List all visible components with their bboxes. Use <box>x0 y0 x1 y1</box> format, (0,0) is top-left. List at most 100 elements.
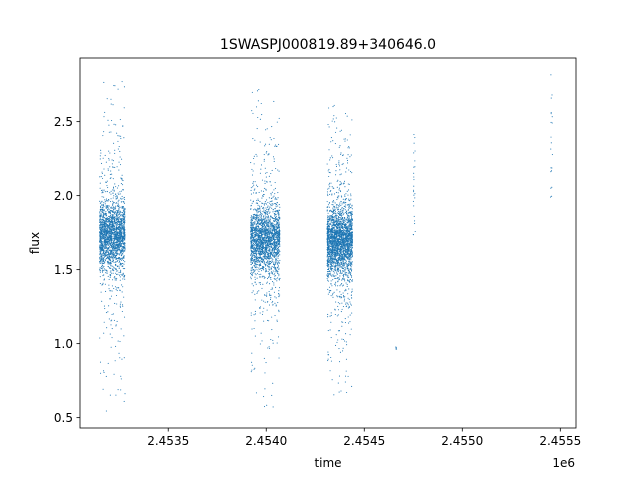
data-point <box>99 269 101 271</box>
data-point <box>254 266 256 268</box>
data-point <box>123 196 125 198</box>
data-point <box>114 249 116 251</box>
data-point <box>269 274 271 276</box>
data-point <box>120 257 122 259</box>
data-point <box>259 246 261 248</box>
data-point <box>250 241 252 243</box>
data-point <box>116 248 118 250</box>
data-point <box>110 131 112 133</box>
data-point <box>117 214 119 216</box>
data-point <box>117 192 119 194</box>
data-point <box>250 252 253 254</box>
data-point <box>100 216 102 218</box>
data-point <box>120 249 123 251</box>
data-point <box>107 168 109 170</box>
data-point <box>274 244 276 246</box>
data-point <box>256 246 258 248</box>
data-point <box>109 152 111 154</box>
data-point <box>274 233 277 235</box>
data-point <box>262 283 264 285</box>
data-point <box>255 253 257 255</box>
data-point <box>265 250 267 252</box>
data-point <box>118 213 120 215</box>
data-point <box>118 161 120 163</box>
data-point <box>106 180 108 182</box>
data-point <box>116 223 118 225</box>
data-point <box>115 249 117 251</box>
data-point <box>275 167 277 170</box>
data-point <box>108 226 110 228</box>
data-point <box>264 215 266 217</box>
data-point <box>115 221 117 223</box>
data-point <box>124 274 126 277</box>
data-point <box>99 200 101 202</box>
data-point <box>341 196 343 198</box>
data-point <box>270 239 273 242</box>
data-point <box>113 267 115 269</box>
data-point <box>277 266 279 268</box>
data-point <box>274 227 276 229</box>
data-point <box>253 239 255 241</box>
data-point <box>259 306 262 308</box>
data-point <box>268 217 270 219</box>
data-point <box>118 229 120 231</box>
data-point <box>255 214 257 216</box>
data-point <box>104 234 106 236</box>
data-point <box>253 240 255 243</box>
data-point <box>102 266 104 268</box>
data-point <box>121 224 123 226</box>
data-point <box>350 154 352 156</box>
data-point <box>111 215 114 217</box>
data-point <box>100 232 102 234</box>
data-point <box>254 335 256 337</box>
data-point <box>105 228 107 230</box>
data-point <box>278 296 280 298</box>
data-point <box>265 176 267 178</box>
data-point <box>263 187 265 189</box>
data-point <box>259 118 261 120</box>
data-point <box>278 267 280 269</box>
data-point <box>351 385 353 388</box>
data-point <box>103 278 106 280</box>
data-point <box>121 222 123 224</box>
data-point <box>276 121 278 123</box>
data-point <box>117 212 119 214</box>
data-point <box>331 155 333 157</box>
data-point <box>117 340 119 342</box>
data-point <box>106 220 108 222</box>
data-point <box>255 243 257 245</box>
data-point <box>105 375 107 378</box>
data-point <box>112 272 114 274</box>
data-point <box>101 218 103 220</box>
data-point <box>274 238 276 240</box>
data-point <box>254 253 256 255</box>
data-point <box>258 219 260 221</box>
data-point <box>340 195 342 197</box>
data-point <box>276 271 278 273</box>
data-point <box>269 222 271 224</box>
data-point <box>266 404 268 406</box>
data-point <box>259 141 261 143</box>
data-point <box>100 244 102 246</box>
data-point <box>107 241 109 243</box>
data-point <box>117 88 119 90</box>
data-point <box>113 218 115 221</box>
data-point <box>278 209 280 211</box>
data-point <box>271 236 273 238</box>
data-point <box>123 208 125 210</box>
data-point <box>260 214 262 216</box>
data-point <box>273 228 275 230</box>
data-point <box>275 304 277 306</box>
data-point <box>276 319 278 321</box>
data-point <box>263 231 265 233</box>
data-point <box>277 223 279 225</box>
data-point <box>252 271 255 273</box>
data-point <box>275 197 277 199</box>
data-point <box>259 237 261 239</box>
data-point <box>272 261 274 263</box>
data-point <box>109 220 111 222</box>
data-point <box>254 278 256 280</box>
data-point <box>100 247 102 249</box>
data-point <box>270 139 272 141</box>
data-point <box>102 135 104 137</box>
